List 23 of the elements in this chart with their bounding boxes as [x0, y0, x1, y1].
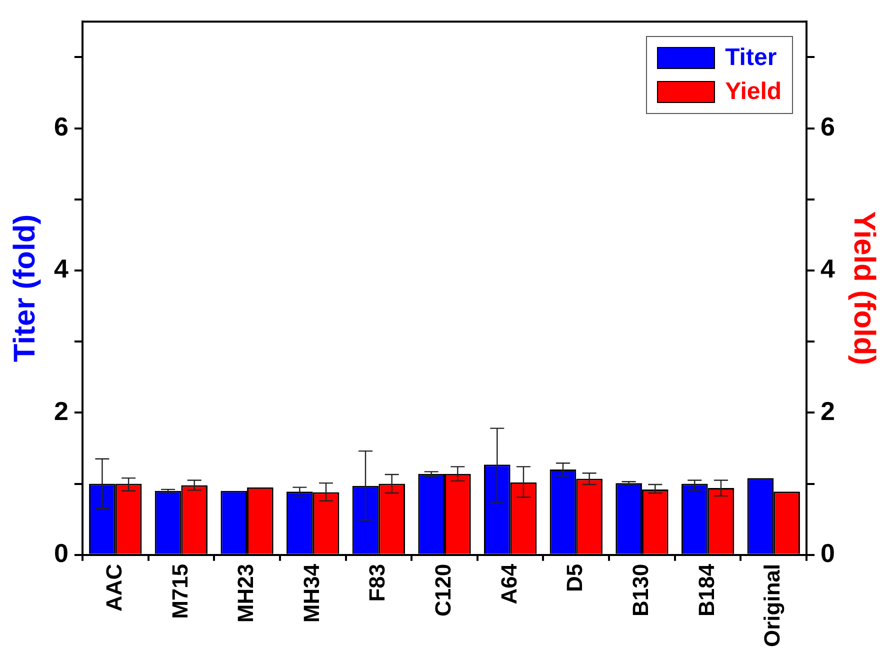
x-tick-label: A64 — [496, 563, 522, 604]
x-tick-label: M715 — [167, 564, 192, 619]
x-tick-label: Original — [760, 564, 785, 647]
y-tick-label: 4 — [54, 254, 69, 284]
x-tick-label: AAC — [101, 564, 126, 612]
y2-tick-label: 0 — [820, 538, 836, 568]
legend-label: Yield — [725, 78, 782, 106]
x-tick-label: B184 — [694, 563, 719, 616]
y-axis-title: Titer (fold) — [8, 214, 42, 362]
x-tick-label: D5 — [562, 564, 588, 592]
x-tick-label: MH23 — [233, 564, 258, 623]
y2-axis-title: Yield (fold) — [848, 211, 881, 366]
x-tick-label: MH34 — [298, 563, 324, 623]
legend-label: Titer — [725, 44, 777, 72]
y2-tick-label: 4 — [820, 254, 836, 284]
y2-tick-label: 2 — [820, 396, 836, 426]
y2-tick-label: 6 — [820, 111, 836, 142]
y-tick-label: 2 — [54, 396, 68, 426]
x-tick-label: C120 — [430, 564, 456, 616]
x-tick-label: B130 — [628, 564, 654, 616]
x-tick-label: F83 — [364, 564, 390, 602]
y-tick-label: 6 — [54, 111, 68, 142]
y-tick-label: 0 — [54, 538, 68, 568]
